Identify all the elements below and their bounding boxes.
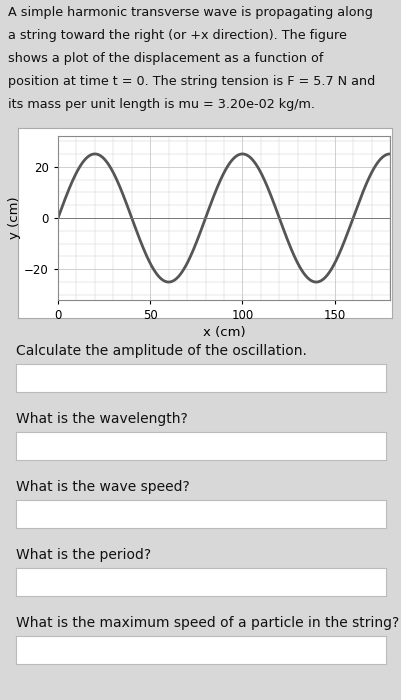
Text: Calculate the amplitude of the oscillation.: Calculate the amplitude of the oscillati… [16,344,306,358]
Text: What is the wavelength?: What is the wavelength? [16,412,187,426]
Text: its mass per unit length is mu = 3.20e-02 kg/m.: its mass per unit length is mu = 3.20e-0… [8,98,314,111]
Text: shows a plot of the displacement as a function of: shows a plot of the displacement as a fu… [8,52,322,65]
Text: What is the maximum speed of a particle in the string?: What is the maximum speed of a particle … [16,616,398,630]
Text: a string toward the right (or +x direction). The figure: a string toward the right (or +x directi… [8,29,346,42]
Y-axis label: y (cm): y (cm) [8,197,21,239]
X-axis label: x (cm): x (cm) [202,326,245,340]
Text: What is the period?: What is the period? [16,548,151,562]
Text: What is the wave speed?: What is the wave speed? [16,480,189,494]
Text: A simple harmonic transverse wave is propagating along: A simple harmonic transverse wave is pro… [8,6,372,19]
Text: position at time t = 0. The string tension is F = 5.7 N and: position at time t = 0. The string tensi… [8,75,374,88]
